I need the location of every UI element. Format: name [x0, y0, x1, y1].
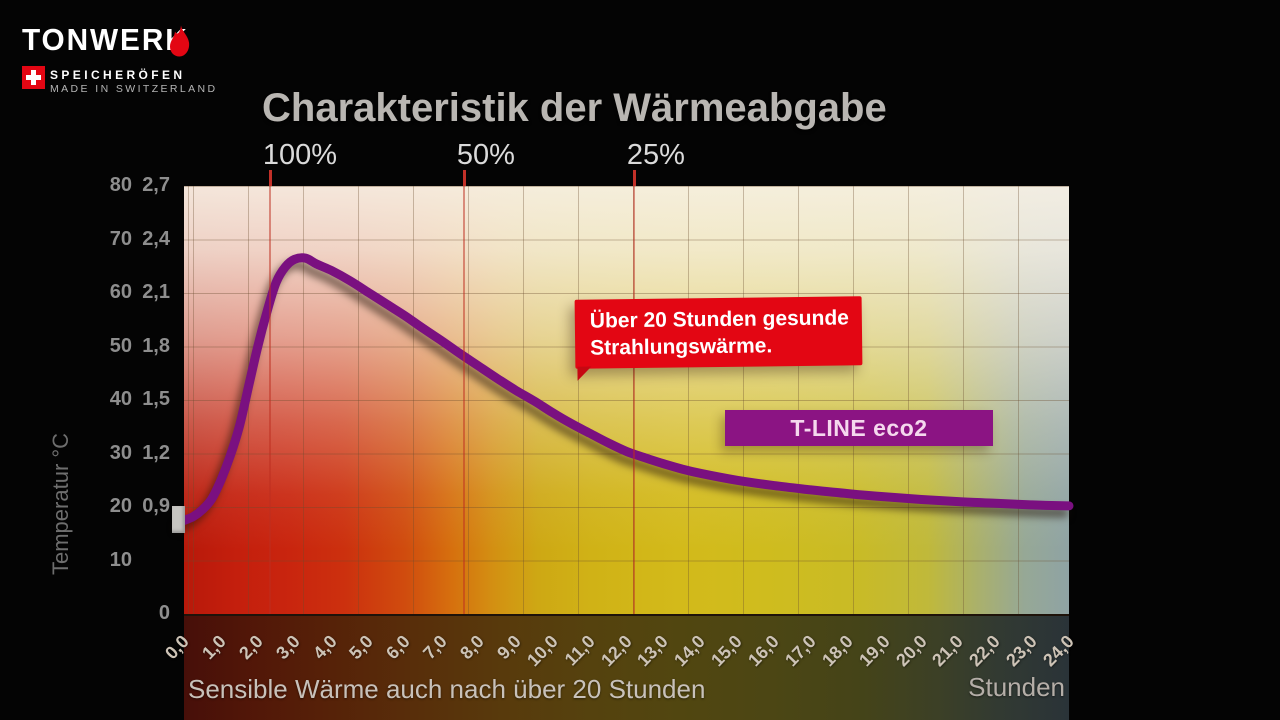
- y-tick-temp: 20: [109, 495, 132, 517]
- y-tick-alt: 0,9: [142, 495, 170, 517]
- y-tick-alt: 2,4: [142, 227, 170, 250]
- brand-name: TONWERK: [22, 22, 189, 57]
- y-tick-row: 70 2,4: [62, 228, 170, 251]
- y-tick-alt: [134, 549, 170, 572]
- y-tick-alt: 1,2: [142, 441, 170, 464]
- x-axis-band: Sensible Wärme auch nach über 20 Stunden…: [161, 614, 1078, 720]
- y-tick-temp: [62, 602, 132, 625]
- y-tick-temp: 80: [109, 174, 132, 196]
- plot-area: [179, 186, 1074, 614]
- series-label-box: T-LINE eco2: [725, 410, 993, 446]
- flame-icon: [168, 25, 192, 63]
- y-tick-row: 50 1,8: [62, 335, 170, 358]
- y-axis-title: Temperatur °C: [48, 432, 73, 575]
- y-tick-alt: 0: [158, 602, 170, 624]
- y-tick-row: 0: [62, 602, 170, 625]
- swiss-flag-icon: [22, 66, 45, 89]
- percent-tick: [632, 170, 636, 186]
- percent-gridline: [268, 186, 271, 614]
- callout-box: Über 20 Stunden gesunde Strahlungswärme.: [574, 296, 863, 381]
- heat-curve-svg: [179, 253, 1074, 525]
- callout-pointer: [577, 366, 592, 381]
- percent-label: 100%: [262, 139, 338, 171]
- heat-curve: [179, 253, 1074, 525]
- percent-tick: [462, 170, 466, 186]
- percent-label: 25%: [626, 139, 685, 171]
- brand-origin: MADE IN SWITZERLAND: [50, 83, 218, 95]
- y-tick-temp: 70: [109, 227, 132, 250]
- y-tick-row: 20 0,9: [62, 495, 170, 518]
- percent-gridline: [632, 186, 635, 614]
- y-tick-temp: 50: [109, 334, 132, 357]
- y-tick-alt: 2,1: [142, 281, 170, 303]
- brand-logo: TONWERK SPEICHERÖFEN MADE IN SWITZERLAND: [22, 22, 215, 95]
- y-tick-alt: 1,8: [142, 334, 170, 357]
- percent-tick: [268, 170, 272, 186]
- callout-line1: Über 20 Stunden gesunde: [589, 306, 850, 333]
- chart-caption: Sensible Wärme auch nach über 20 Stunden: [188, 674, 706, 704]
- y-tick-temp: 60: [109, 281, 132, 303]
- y-tick-alt: 2,7: [142, 174, 170, 196]
- y-tick-temp: 30: [109, 441, 132, 464]
- y-tick-row: 10: [62, 549, 170, 572]
- y-tick-temp: 10: [109, 548, 132, 571]
- y-tick-row: 30 1,2: [62, 442, 170, 465]
- callout-line2: Strahlungswärme.: [590, 334, 773, 360]
- curve-start-marker: [172, 506, 185, 533]
- series-label-text: T-LINE eco2: [790, 414, 928, 441]
- callout-text: Über 20 Stunden gesunde Strahlungswärme.: [575, 296, 863, 362]
- percent-gridline: [462, 186, 465, 614]
- chart-title: Charakteristik der Wärmeabgabe: [262, 86, 887, 130]
- brand-tagline: SPEICHERÖFEN: [50, 68, 186, 82]
- y-tick-row: 60 2,1: [62, 281, 170, 304]
- y-tick-temp: 40: [109, 388, 132, 410]
- y-tick-row: 80 2,7: [62, 174, 170, 197]
- y-tick-alt: 1,5: [142, 388, 170, 410]
- y-tick-row: 40 1,5: [62, 388, 170, 411]
- x-axis-title: Stunden: [968, 672, 1065, 702]
- percent-label: 50%: [456, 139, 515, 171]
